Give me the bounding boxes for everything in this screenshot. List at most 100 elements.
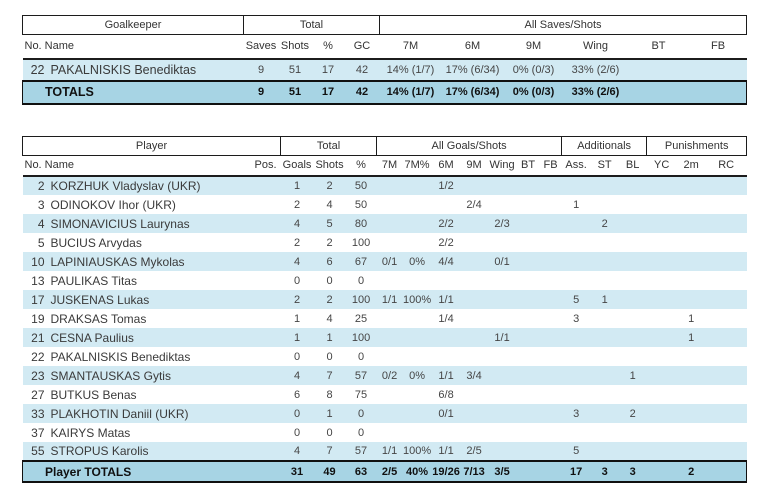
pos-value: [251, 328, 281, 347]
goals-bt-value: [517, 233, 540, 252]
totals-wing: 3/5: [494, 465, 510, 478]
two-min-value: [677, 423, 706, 442]
goals-fb-value: [540, 328, 562, 347]
goals-7m-value: [377, 176, 403, 195]
totals-goals: 31: [290, 465, 304, 478]
goals-7m-value: [377, 271, 403, 290]
totals-bt: [628, 81, 690, 104]
blocks-value: [619, 328, 647, 347]
totals-9m: 0% (0/3): [512, 86, 555, 98]
goals-9m-value: 3/4: [466, 369, 482, 382]
totals-saves: 9: [257, 86, 265, 98]
player-name: BUTKUS Benas: [50, 387, 137, 402]
two-min-value: [677, 366, 706, 385]
shots-value: 0: [326, 350, 333, 363]
goals-6m-value: 1/1: [438, 445, 454, 457]
goals-fb-value: [540, 195, 562, 214]
player-name: LAPINIAUSKAS Mykolas: [50, 254, 185, 269]
goals-7m-percent-value: [403, 176, 432, 195]
assists-value: [562, 176, 591, 195]
goals-wing-value: [488, 195, 517, 214]
goals-bt-value: [517, 290, 540, 309]
totals-7m-percent: 40%: [406, 465, 429, 478]
goals-9m-value: [461, 252, 488, 271]
goals-fb-value: [540, 233, 562, 252]
yellow-card-value: [647, 385, 677, 404]
goals-7m-percent-value: [403, 233, 432, 252]
steals-value: [591, 252, 619, 271]
two-min-value: [677, 195, 706, 214]
player-name: STROPUS Karolis: [50, 444, 149, 458]
assists-value: [562, 252, 591, 271]
shots-value: 4: [326, 312, 333, 325]
shots-value: 4: [326, 198, 333, 211]
player-row: 2 KORZHUK Vladyslav (UKR) 1 2 50 1/2: [22, 176, 747, 195]
goals-value: 2: [293, 198, 301, 211]
totals-6m: 17% (6/34): [445, 86, 500, 98]
steals-value: [591, 423, 619, 442]
red-card-value: [706, 366, 747, 385]
goals-6m-value: 1/1: [438, 369, 454, 382]
blocks-value: [619, 252, 647, 271]
percent-value: 0: [357, 407, 365, 420]
player-row: 33 PLAKHOTIN Daniil (UKR) 0 1 0 0/1 3 2: [22, 404, 747, 423]
goals-fb-value: [540, 290, 562, 309]
percent-value: 80: [354, 217, 368, 230]
goals-7m-percent-value: [403, 404, 432, 423]
player-row: 10 LAPINIAUSKAS Mykolas 4 6 67 0/1 0% 4/…: [22, 252, 747, 271]
player-number: 19: [31, 311, 45, 326]
percent-value: 0: [357, 426, 365, 439]
pos-value: [251, 214, 281, 233]
player-name: DRAKSAS Tomas: [50, 311, 147, 326]
assists-value: [562, 233, 591, 252]
red-card-value: [706, 347, 747, 366]
player-number: 2: [37, 179, 45, 193]
percent-value: 67: [354, 255, 368, 268]
player-row: 3 ODINOKOV Ihor (UKR) 2 4 50 2/4 1: [23, 195, 747, 214]
total-group-header: Total: [280, 135, 378, 156]
goalkeeper-group-header: Goalkeeper: [22, 15, 244, 35]
col-header-6m: 6M: [441, 34, 504, 60]
pos-value: [251, 233, 281, 252]
goals-fb-value: [540, 176, 562, 195]
percent-value: 0: [357, 350, 365, 363]
percent-value: 100: [351, 236, 371, 249]
col-header-9m: 9M: [460, 155, 488, 177]
goalkeeper-column-header-row: No. Name Saves Shots % GC 7M 6M 9M Wing …: [22, 34, 747, 60]
all-goals-shots-group-header: All Goals/Shots: [376, 135, 563, 156]
goals-bt-value: [517, 328, 540, 347]
player-name: PAKALNISKIS Benediktas: [50, 349, 191, 364]
goals-value: 0: [293, 407, 301, 420]
percent-value: 0: [357, 274, 365, 287]
player-group-header-row: Player Total All Goals/Shots Additionals…: [21, 135, 748, 156]
totals-yellow-cards: [647, 461, 677, 482]
goals-bt-value: [517, 385, 540, 404]
player-row: 17 JUSKENAS Lukas 2 2 100 1/1 100% 1/1 5…: [22, 290, 747, 309]
player-name: PLAKHOTIN Daniil (UKR): [50, 406, 189, 421]
two-min-value: 1: [688, 331, 695, 344]
col-header-fb: FB: [539, 155, 562, 177]
shots-value: 0: [326, 274, 333, 287]
goals-fb-value: [540, 423, 562, 442]
goals-6m-value: [432, 195, 461, 214]
goals-fb-value: [540, 347, 562, 366]
totals-shots: 51: [288, 86, 302, 98]
goals-7m-value: [377, 347, 403, 366]
blocks-value: [619, 347, 647, 366]
goals-wing-value: [488, 290, 517, 309]
goals-value: 4: [293, 255, 301, 268]
goals-wing-value: [488, 404, 517, 423]
steals-value: [591, 404, 619, 423]
goals-wing-value: [488, 309, 517, 328]
goals-6m-value: 0/1: [438, 407, 454, 420]
goals-wing-value: 1/1: [494, 331, 510, 344]
player-number: 4: [37, 216, 45, 231]
goals-7m-percent-value: [403, 214, 432, 233]
goals-6m-value: [432, 347, 461, 366]
goals-7m-percent-value: [403, 195, 432, 214]
col-header-7m: 7M: [379, 34, 442, 60]
player-number: 13: [31, 273, 45, 288]
goals-fb-value: [540, 404, 562, 423]
col-header-yellow-cards: YC: [646, 155, 677, 177]
